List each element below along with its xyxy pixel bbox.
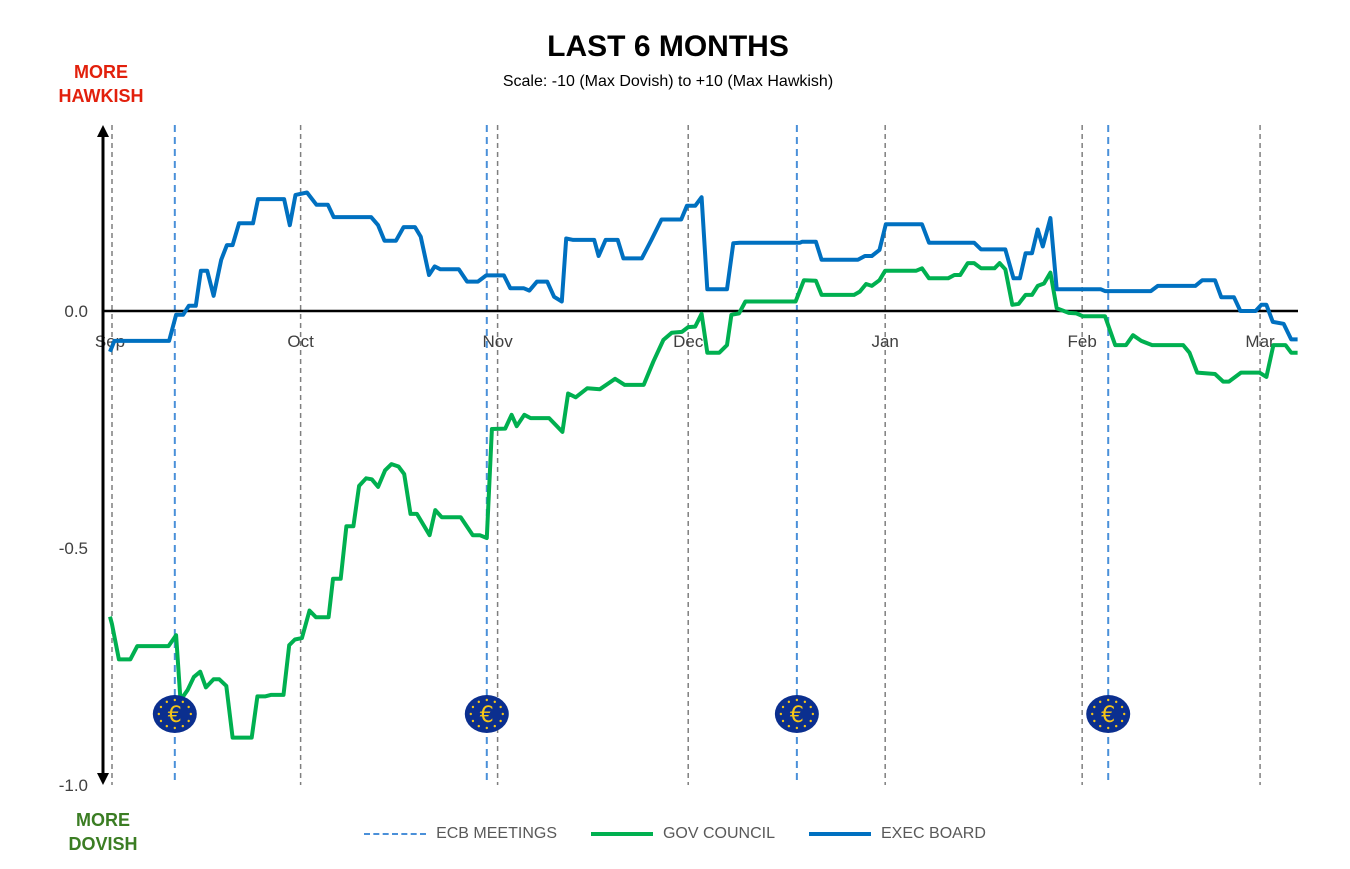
euro-badge xyxy=(152,695,197,733)
hawkish-line-2: HAWKISH xyxy=(58,86,144,106)
legend-item-exec-board: EXEC BOARD xyxy=(809,825,986,843)
legend-item-gov-council: GOV COUNCIL xyxy=(590,825,775,843)
euro-star xyxy=(493,724,496,728)
euro-star xyxy=(157,712,161,716)
legend-swatch-ecb xyxy=(364,833,427,835)
euro-star xyxy=(159,719,163,723)
euro-star xyxy=(787,700,791,704)
dovish-line-2: DOVISH xyxy=(68,834,138,854)
euro-star xyxy=(499,719,502,723)
euro-star xyxy=(501,712,504,716)
euro-star xyxy=(485,726,488,730)
euro-star xyxy=(187,719,190,723)
x-tick-label: Jan xyxy=(871,332,898,351)
euro-star xyxy=(809,705,812,709)
euro-star xyxy=(1091,712,1094,716)
euro-star xyxy=(1115,724,1118,728)
euro-symbol: € xyxy=(1101,703,1115,728)
euro-star xyxy=(803,700,807,704)
euro-star xyxy=(477,700,480,704)
chart-title: LAST 6 MONTHS xyxy=(547,30,789,63)
euro-star xyxy=(795,698,799,702)
euro-star xyxy=(1093,705,1096,709)
euro-star xyxy=(471,719,475,723)
euro-star xyxy=(477,724,480,728)
arrow-down-icon xyxy=(97,773,109,785)
euro-star xyxy=(485,698,488,702)
euro-star xyxy=(1099,724,1102,728)
x-tick-label: Feb xyxy=(1068,332,1097,351)
euro-star xyxy=(1120,705,1124,709)
euro-star xyxy=(173,698,177,702)
euro-star xyxy=(181,700,185,704)
euro-star xyxy=(809,719,812,723)
dovish-line-1: MORE xyxy=(76,810,130,830)
y-tick-label: -0.5 xyxy=(59,539,88,558)
legend-swatch-exec xyxy=(809,832,871,836)
more-dovish-label: MORE DOVISH xyxy=(3,808,203,856)
euro-icon: € xyxy=(774,695,819,733)
euro-star xyxy=(469,712,472,716)
chart-subtitle: Scale: -10 (Max Dovish) to +10 (Max Hawk… xyxy=(502,73,834,90)
euro-star xyxy=(499,705,502,709)
euro-star xyxy=(1093,719,1096,723)
euro-star xyxy=(803,724,807,728)
legend-label: GOV COUNCIL xyxy=(662,825,775,842)
euro-star xyxy=(781,719,785,723)
euro-star xyxy=(1099,700,1102,704)
legend: ECB MEETINGS GOV COUNCIL EXEC BOARD xyxy=(0,825,1350,843)
euro-star xyxy=(471,705,475,709)
euro-star xyxy=(187,705,190,709)
legend-swatch-gov xyxy=(590,832,653,836)
euro-star xyxy=(787,724,791,728)
x-tick-label: Mar xyxy=(1245,332,1275,351)
euro-symbol: € xyxy=(790,703,804,728)
euro-symbol: € xyxy=(480,703,494,728)
euro-star xyxy=(493,700,496,704)
euro-star xyxy=(165,700,169,704)
euro-star xyxy=(1107,726,1110,730)
euro-badge xyxy=(1086,695,1131,733)
x-tick-label: Oct xyxy=(287,332,314,351)
euro-badge xyxy=(774,695,819,733)
euro-star xyxy=(181,724,185,728)
euro-symbol: € xyxy=(168,703,182,728)
euro-icon: € xyxy=(152,695,197,733)
euro-star xyxy=(1107,698,1110,702)
euro-icon: € xyxy=(464,695,509,733)
euro-star xyxy=(173,726,177,730)
euro-star xyxy=(811,712,815,716)
euro-star xyxy=(165,724,169,728)
euro-star xyxy=(1115,700,1118,704)
legend-label: EXEC BOARD xyxy=(881,825,986,842)
euro-star xyxy=(189,712,193,716)
euro-star xyxy=(781,705,785,709)
euro-star xyxy=(1120,719,1124,723)
hawkish-line-1: MORE xyxy=(74,62,128,82)
legend-item-ecb-meetings: ECB MEETINGS xyxy=(364,825,557,843)
more-hawkish-label: MORE HAWKISH xyxy=(1,60,201,108)
arrow-up-icon xyxy=(97,125,109,137)
x-tick-label: Nov xyxy=(482,332,513,351)
euro-star xyxy=(1123,712,1126,716)
legend-label: ECB MEETINGS xyxy=(436,825,557,842)
euro-badge xyxy=(464,695,509,733)
euro-star xyxy=(779,712,783,716)
euro-star xyxy=(159,705,163,709)
exec-board-line xyxy=(108,190,1298,353)
y-tick-label: 0.0 xyxy=(64,302,88,321)
euro-icon: € xyxy=(1086,695,1131,733)
y-tick-label: -1.0 xyxy=(59,776,88,795)
x-tick-label: Dec xyxy=(673,332,704,351)
euro-star xyxy=(795,726,799,730)
gov-council-line xyxy=(108,261,1298,740)
